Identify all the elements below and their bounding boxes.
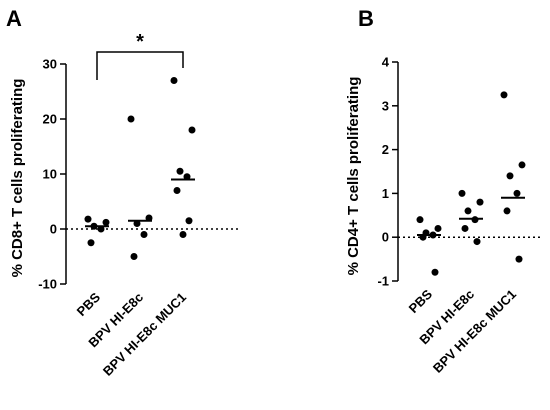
panel-b: B % CD4+ T cells proliferating -1 0 1 2 3 4 P… bbox=[345, 6, 540, 376]
panel-b-y-axis-label: % CD4+ T cells proliferating bbox=[345, 77, 362, 276]
y-tick-label: 3 bbox=[382, 98, 389, 113]
data-point bbox=[515, 255, 523, 263]
data-point bbox=[416, 216, 424, 224]
y-tick-label: 10 bbox=[43, 167, 57, 182]
category-label: BPV HI-E8c MUC1 bbox=[430, 287, 519, 376]
data-point bbox=[130, 253, 138, 260]
y-tick-label: 2 bbox=[382, 142, 389, 157]
y-tick-label: -10 bbox=[38, 277, 57, 292]
y-tick-label: 0 bbox=[382, 230, 389, 245]
panel-a: A % CD8+ T cells proliferating -10 0 10 20 3… bbox=[6, 6, 240, 379]
panel-b-y-ticks: -1 0 1 2 3 4 bbox=[377, 55, 398, 289]
data-point bbox=[464, 207, 472, 215]
panel-a-points bbox=[84, 77, 196, 260]
data-point bbox=[461, 224, 469, 232]
data-point bbox=[500, 91, 508, 99]
category-label: BPV HI-E8c MUC1 bbox=[100, 290, 189, 379]
data-point bbox=[170, 77, 178, 84]
data-point bbox=[84, 215, 92, 223]
y-tick-label: 0 bbox=[50, 222, 57, 237]
y-tick-label: 30 bbox=[43, 57, 57, 72]
panel-a-y-ticks: -10 0 10 20 30 bbox=[38, 57, 66, 292]
data-point bbox=[87, 239, 95, 247]
panel-a-significance: * bbox=[96, 31, 184, 80]
y-tick-label: 20 bbox=[43, 112, 57, 127]
panel-b-medians bbox=[417, 196, 525, 237]
data-point bbox=[140, 231, 148, 238]
data-point bbox=[188, 126, 196, 134]
panel-b-points bbox=[416, 91, 526, 276]
category-label: PBS bbox=[406, 286, 436, 316]
data-point bbox=[185, 217, 193, 225]
data-point bbox=[518, 161, 526, 169]
data-point bbox=[431, 268, 439, 276]
category-label: PBS bbox=[74, 289, 104, 319]
data-point bbox=[173, 187, 181, 194]
panel-a-y-axis-label: % CD8+ T cells proliferating bbox=[9, 79, 26, 278]
data-point bbox=[102, 218, 110, 226]
data-point bbox=[473, 238, 481, 246]
data-point bbox=[179, 231, 187, 238]
data-point bbox=[476, 198, 484, 206]
data-point bbox=[176, 167, 184, 175]
significance-label: * bbox=[136, 31, 144, 53]
data-point bbox=[503, 207, 511, 215]
panel-b-letter: B bbox=[358, 6, 374, 31]
data-point bbox=[458, 189, 466, 197]
panel-a-letter: A bbox=[6, 6, 22, 31]
y-tick-label: 4 bbox=[382, 55, 390, 70]
data-point bbox=[434, 224, 442, 232]
y-tick-label: -1 bbox=[377, 274, 389, 289]
data-point bbox=[127, 115, 135, 123]
data-point bbox=[506, 172, 514, 180]
significance-bracket bbox=[96, 51, 184, 80]
y-tick-label: 1 bbox=[382, 186, 389, 201]
data-point bbox=[513, 189, 521, 197]
panel-a-medians bbox=[85, 178, 195, 228]
